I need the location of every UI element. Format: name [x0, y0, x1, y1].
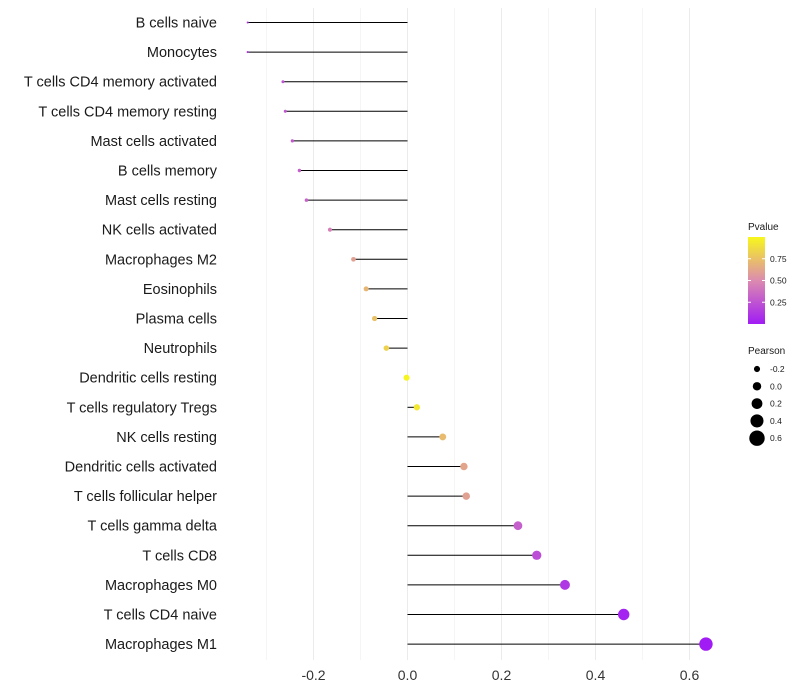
category-label: Dendritic cells resting — [79, 371, 217, 387]
lollipop-point — [304, 198, 309, 202]
category-label: T cells CD4 memory activated — [24, 75, 217, 91]
lollipop-point — [559, 579, 570, 590]
x-tick-label: 0.6 — [680, 667, 700, 683]
category-label: Macrophages M0 — [105, 578, 217, 594]
size-key-dot — [753, 365, 761, 373]
size-key-label: 0.4 — [770, 416, 782, 426]
category-label: Neutrophils — [144, 341, 217, 357]
pearson-legend-title: Pearson — [748, 346, 785, 357]
category-label: B cells naive — [136, 16, 217, 32]
lollipop-point — [281, 80, 285, 84]
category-label: T cells regulatory Tregs — [67, 400, 217, 416]
lollipop-point — [460, 462, 468, 471]
lollipop-point — [699, 637, 713, 651]
pvalue-colorbar — [748, 237, 765, 324]
category-label: T cells gamma delta — [88, 519, 218, 535]
size-key-label: -0.2 — [770, 364, 785, 374]
lollipop-point — [383, 345, 390, 351]
lollipop-point — [403, 374, 410, 381]
lollipop-point — [363, 286, 369, 292]
pearson-legend: Pearson -0.2 0.0 0.2 0.4 0.6 — [748, 346, 785, 446]
lollipop-point — [462, 492, 470, 500]
lollipop-point — [532, 550, 542, 560]
category-label: Plasma cells — [136, 312, 217, 328]
size-key-label: 0.0 — [770, 381, 782, 391]
size-key-dot — [749, 430, 765, 446]
x-tick-label: 0.0 — [398, 667, 418, 683]
pearson-size-keys: -0.2 0.0 0.2 0.4 0.6 — [749, 364, 785, 446]
size-key-dot — [751, 398, 763, 409]
lollipop-sticks — [247, 22, 706, 645]
x-tick-label: -0.2 — [301, 667, 325, 683]
lollipop-point — [283, 109, 287, 113]
category-label: Dendritic cells activated — [65, 460, 217, 476]
pvalue-legend-title: Pvalue — [748, 222, 779, 233]
category-label: Macrophages M2 — [105, 252, 217, 268]
category-labels: B cells naive Monocytes T cells CD4 memory… — [24, 16, 218, 654]
x-tick-label: 0.2 — [492, 667, 512, 683]
colorbar-tick-label: 0.25 — [770, 297, 787, 307]
pvalue-legend: Pvalue 0.75 0.50 0.25 — [748, 222, 787, 324]
category-label: Mast cells activated — [90, 134, 217, 150]
lollipop-point — [439, 433, 447, 441]
grid — [266, 8, 690, 660]
size-key-label: 0.6 — [770, 433, 782, 443]
size-key-dot — [752, 382, 762, 391]
lollipop-point — [618, 608, 630, 621]
lollipop-point — [327, 227, 333, 232]
x-tick-label: 0.4 — [586, 667, 606, 683]
x-axis-ticks: -0.2 0.0 0.2 0.4 0.6 — [301, 667, 699, 683]
lollipop-point — [246, 21, 249, 24]
category-label: NK cells activated — [102, 223, 217, 239]
category-label: Monocytes — [147, 45, 217, 61]
size-key-label: 0.2 — [770, 399, 782, 409]
size-key-dot — [750, 414, 764, 428]
lollipop-point — [351, 256, 356, 262]
lollipop-point — [371, 315, 378, 322]
lollipop-point — [290, 139, 294, 143]
lollipop-point — [413, 404, 421, 411]
lollipop-point — [513, 521, 523, 531]
category-label: NK cells resting — [116, 430, 217, 446]
category-label: Mast cells resting — [105, 193, 217, 209]
category-label: Macrophages M1 — [105, 637, 217, 653]
colorbar-tick-label: 0.50 — [770, 276, 787, 286]
colorbar-tick-label: 0.75 — [770, 254, 787, 264]
category-label: Eosinophils — [143, 282, 217, 298]
category-label: T cells CD4 memory resting — [38, 104, 217, 120]
lollipop-points — [246, 21, 713, 651]
pvalue-colorbar-ticks: 0.75 0.50 0.25 — [748, 254, 787, 307]
category-label: T cells follicular helper — [74, 489, 217, 505]
lollipop-point — [297, 168, 302, 173]
lollipop-point — [246, 51, 249, 54]
category-label: T cells CD4 naive — [104, 608, 217, 624]
category-label: T cells CD8 — [142, 548, 217, 564]
category-label: B cells memory — [118, 164, 218, 180]
